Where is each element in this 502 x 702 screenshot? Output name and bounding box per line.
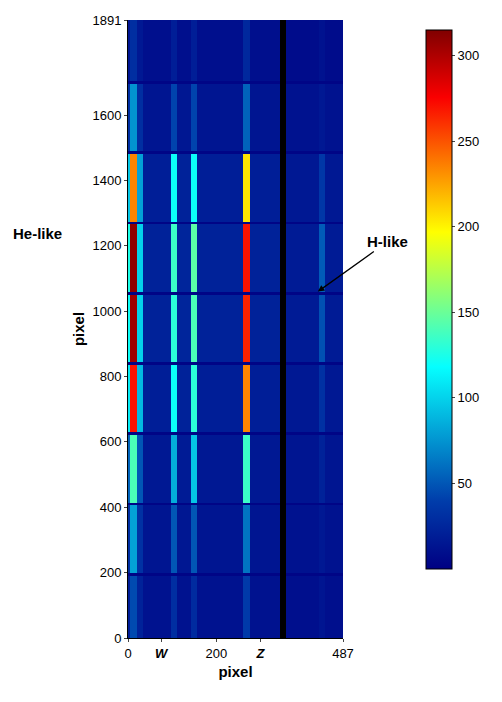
svg-text:0: 0	[124, 646, 131, 661]
svg-text:0: 0	[114, 631, 121, 646]
svg-text:600: 600	[100, 434, 122, 449]
svg-text:400: 400	[100, 500, 122, 515]
svg-text:pixel: pixel	[70, 312, 87, 346]
svg-text:200: 200	[100, 565, 122, 580]
svg-text:50: 50	[458, 476, 472, 491]
svg-text:He-like: He-like	[13, 225, 62, 242]
svg-text:200: 200	[205, 646, 227, 661]
svg-text:1400: 1400	[92, 173, 121, 188]
svg-text:1200: 1200	[92, 238, 121, 253]
svg-text:1600: 1600	[92, 108, 121, 123]
svg-text:pixel: pixel	[218, 663, 252, 680]
svg-text:487: 487	[332, 646, 354, 661]
svg-text:250: 250	[458, 134, 480, 149]
svg-text:100: 100	[458, 390, 480, 405]
svg-text:H-like: H-like	[367, 233, 408, 250]
svg-text:Z: Z	[255, 646, 265, 661]
svg-text:200: 200	[458, 219, 480, 234]
svg-text:W: W	[155, 646, 169, 661]
svg-text:1000: 1000	[92, 304, 121, 319]
svg-text:300: 300	[458, 48, 480, 63]
svg-text:1891: 1891	[92, 13, 121, 28]
svg-text:150: 150	[458, 305, 480, 320]
svg-text:800: 800	[100, 369, 122, 384]
